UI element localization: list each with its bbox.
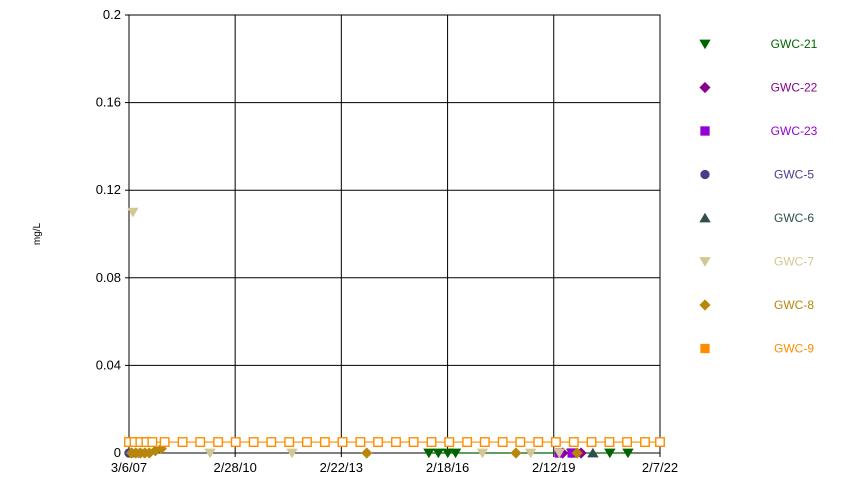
data-point — [361, 447, 373, 459]
legend-marker — [699, 299, 711, 311]
data-point — [479, 437, 490, 447]
data-point — [301, 437, 312, 447]
legend-marker — [699, 39, 711, 50]
legend: GWC-21 GWC-22 GWC-23 GWC-5 GWC-6 GWC-7 GWC-8 GW… — [699, 37, 818, 356]
data-point — [195, 437, 206, 447]
legend-marker — [699, 212, 711, 223]
legend-label: GWC-8 — [774, 298, 814, 312]
x-tick-label: 3/6/07 — [111, 460, 147, 475]
data-point — [553, 448, 565, 459]
legend-marker — [699, 81, 711, 94]
legend-label: GWC-23 — [771, 124, 818, 138]
data-point — [533, 437, 544, 447]
y-tick-label: 0.12 — [96, 182, 121, 197]
data-point — [462, 437, 473, 447]
data-point — [319, 437, 330, 447]
plot-area — [128, 14, 661, 454]
y-tick-label: 0.16 — [96, 95, 121, 110]
data-point — [515, 437, 526, 447]
data-point — [177, 437, 188, 447]
data-point — [284, 437, 295, 447]
x-tick-label: 2/28/10 — [213, 460, 256, 475]
data-point — [497, 437, 508, 447]
legend-label: GWC-9 — [774, 342, 814, 356]
y-tick-label: 0.04 — [96, 357, 121, 372]
data-point — [587, 447, 599, 458]
data-point — [449, 448, 462, 459]
data-point — [524, 448, 537, 459]
legend-marker — [700, 126, 710, 136]
series-gwc-8 — [125, 443, 583, 459]
data-point — [571, 447, 583, 459]
legend-item: GWC-7 — [699, 255, 814, 269]
data-point — [230, 437, 241, 447]
data-point — [622, 448, 634, 459]
y-axis-ticks: 0 0.04 0.08 0.12 0.16 0.2 — [96, 7, 129, 460]
data-point — [655, 437, 665, 447]
legend-label: GWC-5 — [774, 168, 814, 182]
data-point — [604, 437, 615, 447]
data-point — [373, 437, 383, 447]
legend-item: GWC-22 — [699, 81, 818, 95]
legend-item: GWC-9 — [700, 342, 814, 356]
legend-item: GWC-21 — [699, 37, 818, 51]
legend-marker — [699, 257, 711, 267]
y-axis-label: mg/L — [32, 222, 43, 245]
data-point — [550, 437, 561, 447]
data-point — [266, 437, 277, 447]
data-point — [408, 437, 419, 447]
gridlines — [129, 15, 660, 453]
x-tick-label: 2/7/22 — [642, 460, 678, 475]
x-tick-label: 2/18/16 — [426, 460, 469, 475]
y-tick-label: 0.08 — [96, 270, 121, 285]
legend-marker — [700, 343, 710, 354]
data-point — [423, 448, 435, 459]
legend-label: GWC-21 — [771, 37, 818, 51]
data-point — [391, 437, 401, 447]
data-point — [248, 437, 259, 447]
y-tick-label: 0 — [114, 445, 121, 460]
data-point — [442, 448, 454, 459]
data-point — [604, 448, 616, 459]
data-point — [432, 448, 445, 459]
legend-item: GWC-23 — [700, 124, 818, 138]
legend-item: GWC-8 — [699, 298, 814, 312]
data-point — [622, 437, 633, 447]
data-point — [337, 437, 348, 447]
data-point — [147, 437, 158, 447]
legend-marker — [700, 169, 710, 180]
series-layer — [124, 207, 665, 459]
data-point — [586, 437, 597, 447]
legend-label: GWC-22 — [771, 81, 818, 95]
data-point — [204, 448, 216, 459]
data-point — [444, 437, 455, 447]
data-point — [127, 207, 139, 218]
x-tick-label: 2/12/19 — [532, 460, 575, 475]
x-tick-label: 2/22/13 — [320, 460, 363, 475]
data-point — [426, 437, 437, 447]
data-point — [568, 437, 579, 447]
legend-item: GWC-6 — [699, 211, 814, 225]
data-point — [159, 437, 170, 447]
series-gwc-7 — [127, 207, 565, 459]
legend-label: GWC-6 — [774, 211, 814, 225]
y-tick-label: 0.2 — [103, 7, 121, 22]
data-point — [286, 448, 298, 459]
data-point — [213, 437, 224, 447]
data-point — [355, 437, 366, 447]
series-gwc-9 — [124, 437, 665, 447]
legend-item: GWC-5 — [700, 168, 814, 182]
legend-label: GWC-7 — [774, 255, 814, 269]
data-point — [640, 437, 650, 447]
data-point — [510, 447, 522, 459]
data-point — [476, 448, 489, 459]
